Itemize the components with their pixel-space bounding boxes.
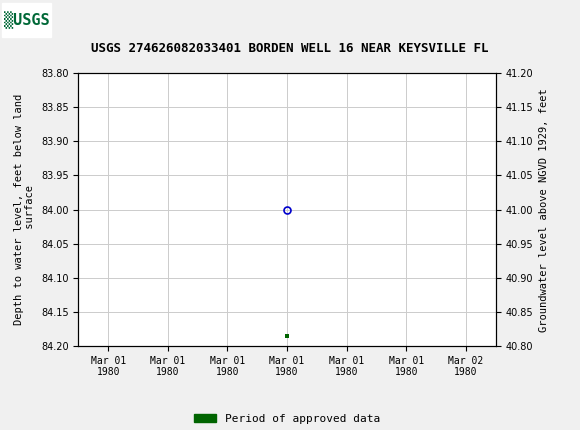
Text: ▒USGS: ▒USGS: [4, 11, 50, 29]
Legend: Period of approved data: Period of approved data: [190, 409, 385, 428]
Y-axis label: Groundwater level above NGVD 1929, feet: Groundwater level above NGVD 1929, feet: [539, 88, 549, 332]
Text: USGS 274626082033401 BORDEN WELL 16 NEAR KEYSVILLE FL: USGS 274626082033401 BORDEN WELL 16 NEAR…: [91, 42, 489, 55]
Y-axis label: Depth to water level, feet below land
 surface: Depth to water level, feet below land su…: [14, 94, 35, 325]
FancyBboxPatch shape: [2, 3, 51, 37]
